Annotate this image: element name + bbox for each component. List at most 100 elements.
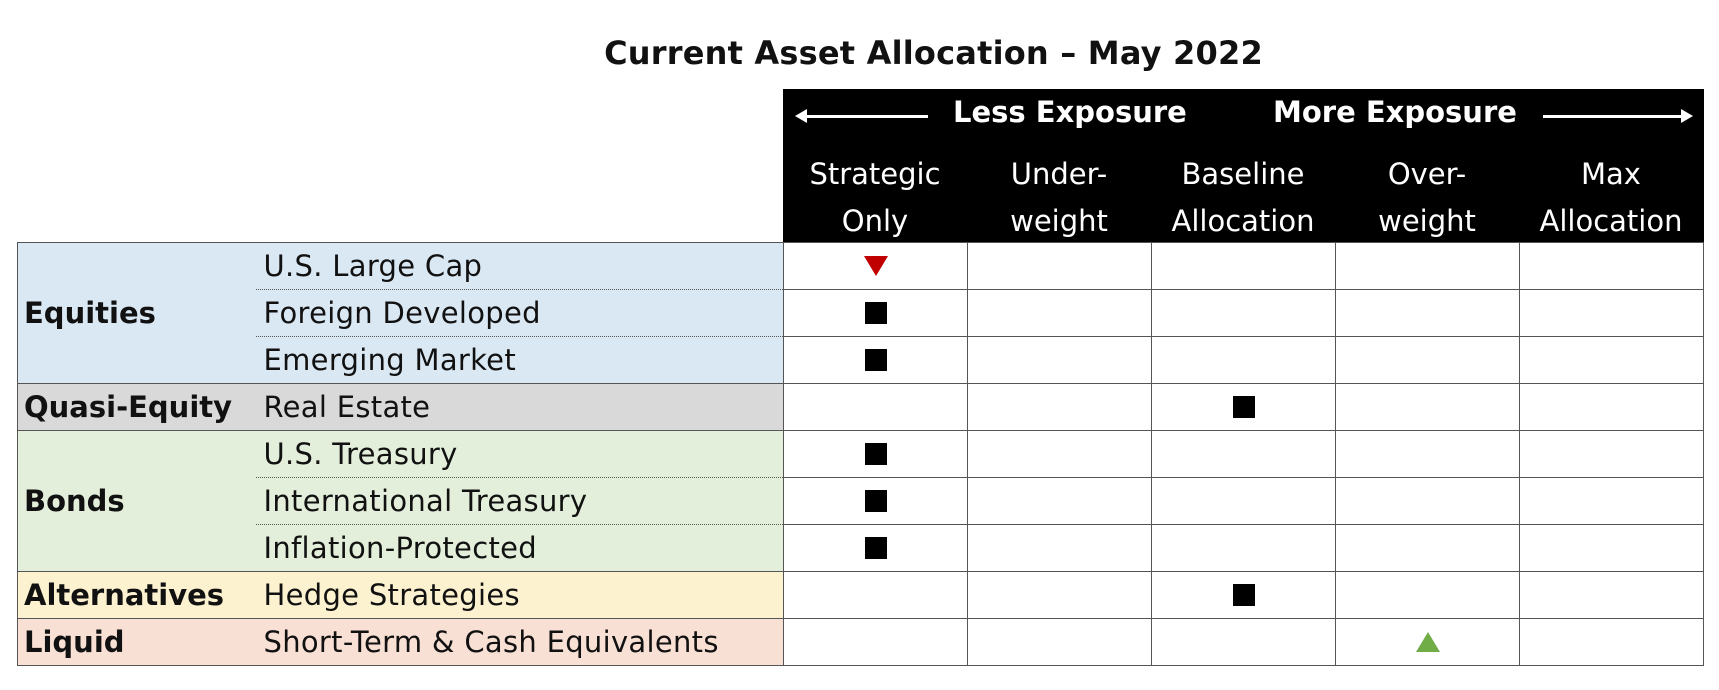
cell-baseline-allocation — [1151, 242, 1336, 290]
table-row-emerging-market: Emerging Market — [18, 336, 1704, 384]
cell-underweight — [967, 289, 1152, 337]
cell-baseline-allocation — [1151, 618, 1336, 666]
cell-strategic-only — [783, 477, 968, 525]
column-header-line1: Baseline — [1181, 157, 1305, 191]
cell-baseline-allocation — [1151, 430, 1336, 478]
allocation-table: Equities U.S. Large Cap Foreign Develope… — [17, 242, 1704, 666]
category-quasi-equity: Quasi-Equity — [17, 383, 256, 431]
cell-overweight — [1335, 242, 1520, 290]
cell-strategic-only — [783, 430, 968, 478]
category-bonds: Bonds — [17, 430, 256, 572]
category-equities: Equities — [17, 242, 256, 384]
cell-underweight — [967, 336, 1152, 384]
cell-overweight — [1335, 289, 1520, 337]
cell-underweight — [967, 242, 1152, 290]
table-row-us-treasury: Bonds U.S. Treasury — [17, 430, 1704, 572]
column-header-line2: Allocation — [1171, 204, 1315, 238]
hold-square-icon — [864, 349, 887, 371]
asset-hedge-strategies: Hedge Strategies — [255, 571, 784, 619]
table-row-international-treasury: International Treasury — [18, 477, 1704, 525]
hold-square-icon — [1232, 584, 1255, 606]
column-header-line2: Only — [841, 204, 909, 238]
column-header-baseline-allocation: Baseline Allocation — [1151, 151, 1335, 245]
cell-max-allocation — [1519, 524, 1704, 572]
cell-overweight — [1335, 477, 1520, 525]
column-header-overweight: Over- weight — [1335, 151, 1519, 245]
cell-max-allocation — [1519, 571, 1704, 619]
category-alternatives: Alternatives — [17, 571, 256, 619]
more-exposure-label: More Exposure — [1273, 95, 1517, 129]
cell-underweight — [967, 430, 1152, 478]
left-arrowhead-icon — [795, 109, 807, 123]
cell-baseline-allocation — [1151, 336, 1336, 384]
hold-square-icon — [864, 302, 887, 324]
asset-emerging-market: Emerging Market — [255, 336, 784, 384]
cell-strategic-only — [783, 336, 968, 384]
column-header-line1: Strategic — [809, 157, 941, 191]
cell-overweight — [1335, 618, 1520, 666]
cell-max-allocation — [1519, 618, 1704, 666]
increase-triangle-icon — [1415, 632, 1440, 653]
cell-strategic-only — [783, 383, 968, 431]
cell-baseline-allocation — [1151, 571, 1336, 619]
table-row-real-estate: Quasi-Equity Real Estate — [17, 383, 1704, 431]
cell-strategic-only — [783, 524, 968, 572]
cell-max-allocation — [1519, 289, 1704, 337]
column-header-max-allocation: Max Allocation — [1519, 151, 1703, 245]
left-arrow-line — [803, 115, 928, 118]
cell-underweight — [967, 524, 1152, 572]
column-header-line2: Allocation — [1539, 204, 1683, 238]
asset-us-treasury: U.S. Treasury — [255, 430, 784, 478]
asset-international-treasury: International Treasury — [255, 477, 784, 525]
category-liquid: Liquid — [17, 618, 256, 666]
cell-strategic-only — [783, 618, 968, 666]
cell-max-allocation — [1519, 242, 1704, 290]
cell-max-allocation — [1519, 477, 1704, 525]
cell-underweight — [967, 477, 1152, 525]
column-header-line1: Under- — [1010, 157, 1108, 191]
exposure-header: Less Exposure More Exposure Strategic On… — [783, 89, 1704, 242]
cell-overweight — [1335, 524, 1520, 572]
cell-baseline-allocation — [1151, 477, 1336, 525]
column-header-line2: weight — [1010, 204, 1108, 238]
cell-baseline-allocation — [1151, 524, 1336, 572]
asset-real-estate: Real Estate — [255, 383, 784, 431]
table-row-foreign-developed: Foreign Developed — [18, 289, 1704, 337]
asset-short-term-cash: Short-Term & Cash Equivalents — [255, 618, 784, 666]
decrease-triangle-icon — [863, 256, 888, 277]
cell-overweight — [1335, 430, 1520, 478]
cell-underweight — [967, 383, 1152, 431]
page-title: Current Asset Allocation – May 2022 — [0, 34, 1719, 72]
cell-baseline-allocation — [1151, 289, 1336, 337]
table-row-inflation-protected: Inflation-Protected — [18, 524, 1704, 572]
cell-max-allocation — [1519, 430, 1704, 478]
hold-square-icon — [864, 443, 887, 465]
table-row-short-term-cash: Liquid Short-Term & Cash Equivalents — [17, 618, 1704, 666]
cell-baseline-allocation — [1151, 383, 1336, 431]
cell-max-allocation — [1519, 336, 1704, 384]
table-row-us-large-cap: Equities U.S. Large Cap — [17, 242, 1704, 384]
title-text: Current Asset Allocation – May 2022 — [604, 34, 1263, 72]
column-header-underweight: Under- weight — [967, 151, 1151, 245]
column-header-line2: weight — [1378, 204, 1476, 238]
asset-us-large-cap: U.S. Large Cap — [255, 242, 784, 290]
cell-max-allocation — [1519, 383, 1704, 431]
column-header-strategic-only: Strategic Only — [783, 151, 967, 245]
table-row-hedge-strategies: Alternatives Hedge Strategies — [17, 571, 1704, 619]
cell-underweight — [967, 571, 1152, 619]
asset-inflation-protected: Inflation-Protected — [255, 524, 784, 572]
cell-overweight — [1335, 336, 1520, 384]
cell-overweight — [1335, 571, 1520, 619]
cell-strategic-only — [783, 289, 968, 337]
asset-foreign-developed: Foreign Developed — [255, 289, 784, 337]
hold-square-icon — [864, 537, 887, 559]
cell-underweight — [967, 618, 1152, 666]
cell-strategic-only — [783, 571, 968, 619]
hold-square-icon — [864, 490, 887, 512]
less-exposure-label: Less Exposure — [953, 95, 1187, 129]
cell-strategic-only — [783, 242, 968, 290]
column-header-line1: Max — [1581, 157, 1641, 191]
right-arrow-line — [1543, 115, 1683, 118]
column-header-line1: Over- — [1387, 157, 1467, 191]
hold-square-icon — [1232, 396, 1255, 418]
